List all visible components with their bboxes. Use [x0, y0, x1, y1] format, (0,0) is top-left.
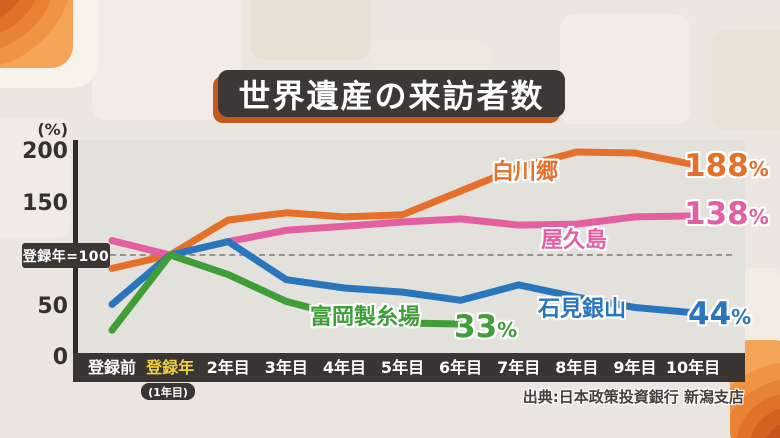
x-tick-year-10: 10年目 — [665, 358, 721, 377]
end-value-unit: % — [748, 157, 769, 181]
x-tick-year-7: 7年目 — [497, 358, 541, 377]
x-tick-year-9: 9年目 — [613, 358, 657, 377]
end-value-number: 138 — [684, 196, 749, 232]
x-tick-year-5: 5年目 — [380, 358, 425, 377]
x-tick-year-8: 8年目 — [555, 358, 599, 377]
end-value-unit: % — [731, 305, 752, 329]
background-patch — [712, 30, 780, 130]
y-tick-50: 50 — [37, 294, 68, 319]
end-value-iwamiginzan: 44% — [688, 296, 751, 332]
background-patch — [560, 14, 690, 124]
y-tick-200: 200 — [22, 139, 68, 164]
x-tick-year-3: 3年目 — [264, 358, 308, 377]
x-tick-registration-year: 登録年 — [146, 358, 195, 377]
x-tick-year-2: 2年目 — [206, 358, 250, 377]
y-tick-0: 0 — [52, 345, 68, 370]
end-value-yakushima: 138% — [684, 196, 769, 232]
x-tick-pre-registration: 登録前 — [87, 358, 137, 377]
y-axis-unit: (%) — [37, 120, 68, 139]
title-banner: 世界遺産の来訪者数 — [213, 70, 565, 123]
series-label-iwamiginzan: 石見銀山 — [538, 297, 627, 322]
end-value-unit: % — [497, 318, 518, 342]
source-credit: 出典:日本政策投資銀行 新潟支店 — [522, 388, 744, 406]
end-value-unit: % — [748, 205, 769, 229]
background-patch — [0, 118, 70, 238]
baseline-badge: 登録年=100 — [22, 243, 110, 268]
end-value-shirakawago: 188% — [684, 148, 769, 184]
registration-year-sub-badge: (1年目) — [141, 383, 195, 400]
background-patch — [250, 0, 370, 60]
end-value-number: 188 — [684, 148, 749, 184]
x-tick-year-4: 4年目 — [322, 358, 366, 377]
series-label-shirakawago: 白川郷 — [492, 160, 559, 185]
end-value-number: 44 — [688, 296, 732, 332]
corner-decoration-icon — [0, 0, 73, 68]
baseline-100-dashed-line — [110, 254, 732, 256]
x-axis-bar — [73, 353, 745, 382]
x-tick-year-6: 6年目 — [439, 358, 483, 377]
title-banner-box: 世界遺産の来訪者数 — [218, 70, 565, 117]
y-tick-150: 150 — [22, 191, 68, 216]
series-label-yakushima: 屋久島 — [541, 228, 608, 253]
end-value-number: 33 — [454, 309, 498, 345]
page-title: 世界遺産の来訪者数 — [238, 76, 545, 115]
series-label-tomioka: 富岡製糸場 — [310, 305, 421, 330]
end-value-tomioka: 33% — [454, 309, 517, 345]
